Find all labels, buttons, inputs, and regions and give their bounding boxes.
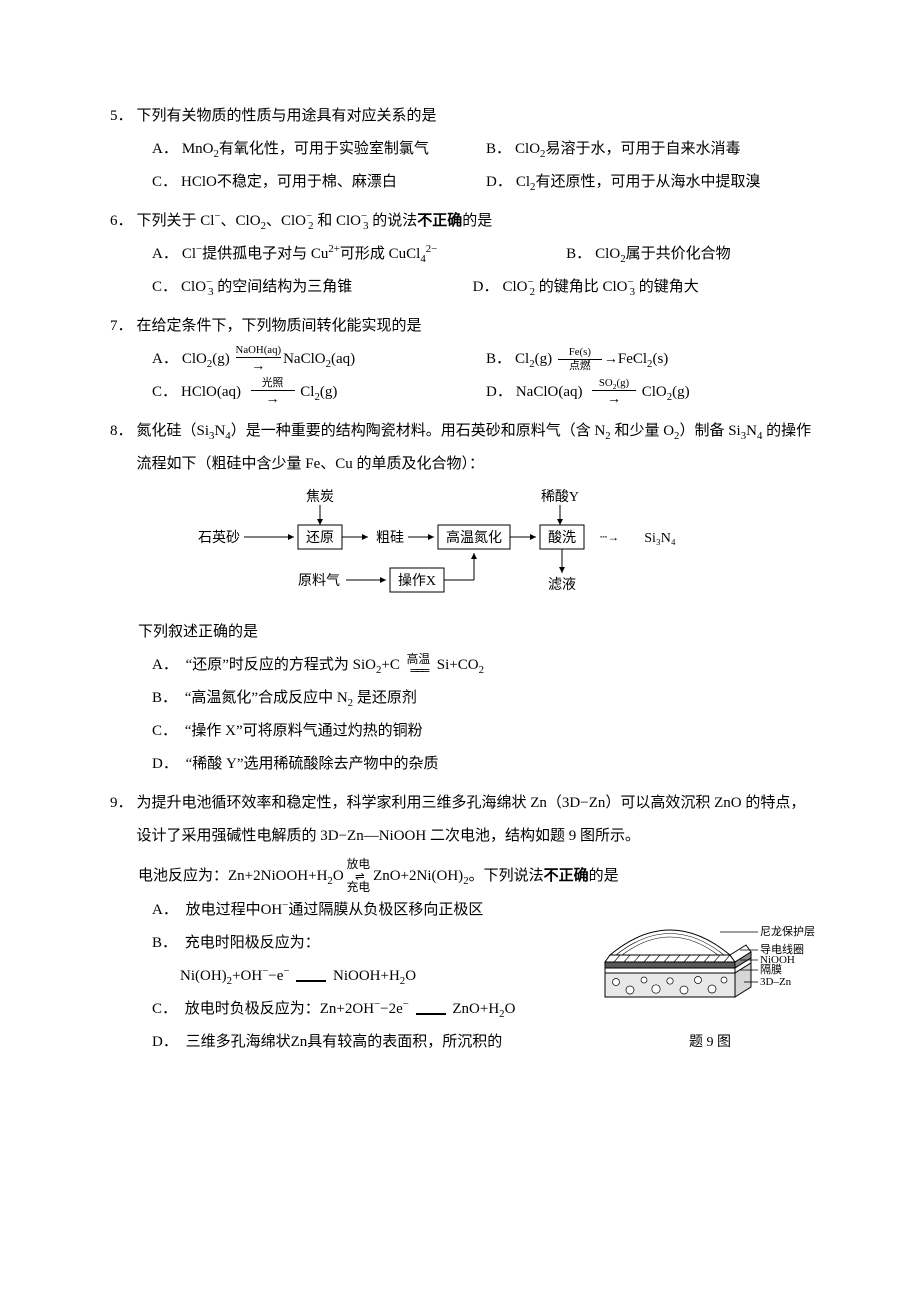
q5-opt-d: Cl2有还原性，可用于从海水中提取溴 <box>516 166 761 199</box>
flow-acidy: 稀酸Y <box>541 489 579 505</box>
q9-opt-a: 放电过程中OH−通过隔膜从负极区移向正极区 <box>186 902 484 918</box>
question-6: 6． 下列关于 Cl−、ClO2、ClO−2 和 ClO−3 的说法不正确的是 … <box>110 205 820 304</box>
q6-number: 6． <box>110 205 133 238</box>
q5-opt-b: ClO2易溶于水，可用于自来水消毒 <box>515 133 740 166</box>
q6-opt-a: Cl−提供孤电子对与 Cu2+可形成 CuCl42− <box>182 238 437 271</box>
q9-opt-c: 放电时负极反应为：Zn+2OH−−2e− ZnO+H2O <box>185 1001 516 1017</box>
flow-reduce: 还原 <box>306 530 334 546</box>
opt-label: A． <box>152 133 178 166</box>
q9-opt-b2: Ni(OH)2+OH−−e− NiOOH+H2O <box>180 968 416 984</box>
opt-label: C． <box>152 723 177 739</box>
q6-opt-c: ClO−3 的空间结构为三角锥 <box>181 271 352 304</box>
q9-figure: 尼龙保护层 导电线圈 NiOOH 隔膜 3D–Zn 题 9 图 <box>600 900 820 1059</box>
q7-opt-a: ClO2(g) NaOH(aq)NaClO2(aq) <box>182 343 355 376</box>
q7-stem-text: 在给定条件下，下列物质间转化能实现的是 <box>137 310 422 343</box>
equals-icon <box>416 1004 446 1014</box>
q7-opt-b: Cl2(g) Fe(s)点燃→FeCl2(s) <box>515 343 668 376</box>
q9-stem: 9． 为提升电池循环效率和稳定性，科学家利用三维多孔海绵状 Zn（3D−Zn）可… <box>110 787 820 853</box>
opt-label: C． <box>152 1001 177 1017</box>
q6-stem: 6． 下列关于 Cl−、ClO2、ClO−2 和 ClO−3 的说法不正确的是 <box>110 205 820 238</box>
q6-opt-b: ClO2属于共价化合物 <box>595 238 730 271</box>
emphasis-incorrect: 不正确 <box>417 213 462 229</box>
q9-opt-d: 三维多孔海绵状Zn具有较高的表面积，所沉积的 <box>186 1034 503 1050</box>
q8-number: 8． <box>110 415 133 481</box>
fig-label-sep: 隔膜 <box>760 963 782 976</box>
q9-number: 9． <box>110 787 133 853</box>
flow-coke: 焦炭 <box>306 489 334 505</box>
flow-svg: 焦炭 稀酸Y 石英砂 还原 粗硅 高温氮化 酸洗 ┄→ Si₃N₄ 原料气 操作… <box>190 487 710 597</box>
q7-options: A． ClO2(g) NaOH(aq)NaClO2(aq) B． Cl2(g) … <box>110 343 820 409</box>
q5-number: 5． <box>110 100 133 133</box>
opt-label: C． <box>152 271 177 304</box>
question-5: 5． 下列有关物质的性质与用途具有对应关系的是 A．MnO2有氧化性，可用于实验… <box>110 100 820 199</box>
flow-rawgas: 原料气 <box>298 573 340 589</box>
opt-label: B． <box>486 343 511 376</box>
question-7: 7． 在给定条件下，下列物质间转化能实现的是 A． ClO2(g) NaOH(a… <box>110 310 820 409</box>
flow-filtrate: 滤液 <box>548 577 576 593</box>
opt-label: A． <box>152 238 178 271</box>
opt-label: C． <box>152 166 177 199</box>
fig-label-zn: 3D–Zn <box>760 976 792 988</box>
q9-equation: 电池反应为：Zn+2NiOOH+H2O放电⇌充电ZnO+2Ni(OH)2。下列说… <box>110 859 820 894</box>
q7-number: 7． <box>110 310 133 343</box>
q8-opt-b: “高温氮化”合成反应中 N2 是还原剂 <box>185 690 417 706</box>
q7-stem: 7． 在给定条件下，下列物质间转化能实现的是 <box>110 310 820 343</box>
q7-opt-c: HClO(aq) 光照 Cl2(g) <box>181 376 337 409</box>
flow-wash: 酸洗 <box>548 530 576 546</box>
reversible-arrow-icon: 放电⇌充电 <box>347 859 370 894</box>
opt-label: A． <box>152 343 178 376</box>
opt-label: D． <box>152 1034 178 1050</box>
opt-label: D． <box>473 271 499 304</box>
q8-opt-a: “还原”时反应的方程式为 SiO2+C 高温═══ Si+CO2 <box>186 657 484 673</box>
opt-label: D． <box>152 756 178 772</box>
flow-dots: ┄→ <box>600 530 619 544</box>
flow-opx: 操作X <box>398 573 436 589</box>
q5-stem-text: 下列有关物质的性质与用途具有对应关系的是 <box>137 100 437 133</box>
opt-label: C． <box>152 376 177 409</box>
q5-opt-c: HClO不稳定，可用于棉、麻漂白 <box>181 166 397 199</box>
question-8: 8． 氮化硅（Si3N4）是一种重要的结构陶瓷材料。用石英砂和原料气（含 N2 … <box>110 415 820 781</box>
fig-label-nylon: 尼龙保护层 <box>760 924 815 938</box>
q9-opt-b1: 充电时阳极反应为： <box>185 935 320 951</box>
q8-stem: 8． 氮化硅（Si3N4）是一种重要的结构陶瓷材料。用石英砂和原料气（含 N2 … <box>110 415 820 481</box>
opt-label: B． <box>152 690 177 706</box>
opt-label: B． <box>152 935 177 951</box>
q6-options: A．Cl−提供孤电子对与 Cu2+可形成 CuCl42− B．ClO2属于共价化… <box>110 238 820 304</box>
q8-opt-d: “稀酸 Y”选用稀硫酸除去产物中的杂质 <box>186 756 439 772</box>
emphasis-incorrect: 不正确 <box>544 868 589 884</box>
flow-crude: 粗硅 <box>376 530 404 546</box>
q8-stem-text: 氮化硅（Si3N4）是一种重要的结构陶瓷材料。用石英砂和原料气（含 N2 和少量… <box>137 415 820 481</box>
opt-label: B． <box>566 238 591 271</box>
q5-opt-a: MnO2有氧化性，可用于实验室制氯气 <box>182 133 429 166</box>
opt-label: A． <box>152 657 178 673</box>
q7-opt-d: NaClO(aq) SO2(g) ClO2(g) <box>516 376 690 409</box>
q5-options: A．MnO2有氧化性，可用于实验室制氯气 B．ClO2易溶于水，可用于自来水消毒… <box>110 133 820 199</box>
q9-figure-caption: 题 9 图 <box>600 1028 820 1059</box>
q8-opt-c: “操作 X”可将原料气通过灼热的铜粉 <box>185 723 423 739</box>
opt-label: A． <box>152 902 178 918</box>
flow-quartz: 石英砂 <box>198 529 240 546</box>
equals-icon <box>296 971 326 981</box>
opt-label: D． <box>486 166 512 199</box>
battery-diagram-icon: 尼龙保护层 导电线圈 NiOOH 隔膜 3D–Zn <box>600 900 820 1020</box>
q8-options: A． “还原”时反应的方程式为 SiO2+C 高温═══ Si+CO2 B． “… <box>110 649 820 781</box>
q5-stem: 5． 下列有关物质的性质与用途具有对应关系的是 <box>110 100 820 133</box>
q6-stem-text: 下列关于 Cl−、ClO2、ClO−2 和 ClO−3 的说法不正确的是 <box>137 205 493 238</box>
flow-prod: Si₃N₄ <box>644 531 676 546</box>
q9-stem-text: 为提升电池循环效率和稳定性，科学家利用三维多孔海绵状 Zn（3D−Zn）可以高效… <box>137 787 820 853</box>
opt-label: D． <box>486 376 512 409</box>
question-9: 9． 为提升电池循环效率和稳定性，科学家利用三维多孔海绵状 Zn（3D−Zn）可… <box>110 787 820 1059</box>
opt-label: B． <box>486 133 511 166</box>
q8-flow-diagram: 焦炭 稀酸Y 石英砂 还原 粗硅 高温氮化 酸洗 ┄→ Si₃N₄ 原料气 操作… <box>110 487 820 610</box>
q6-opt-d: ClO−2 的键角比 ClO−3 的键角大 <box>502 271 698 304</box>
flow-nitride: 高温氮化 <box>446 529 502 546</box>
q8-lead: 下列叙述正确的是 <box>110 616 820 649</box>
